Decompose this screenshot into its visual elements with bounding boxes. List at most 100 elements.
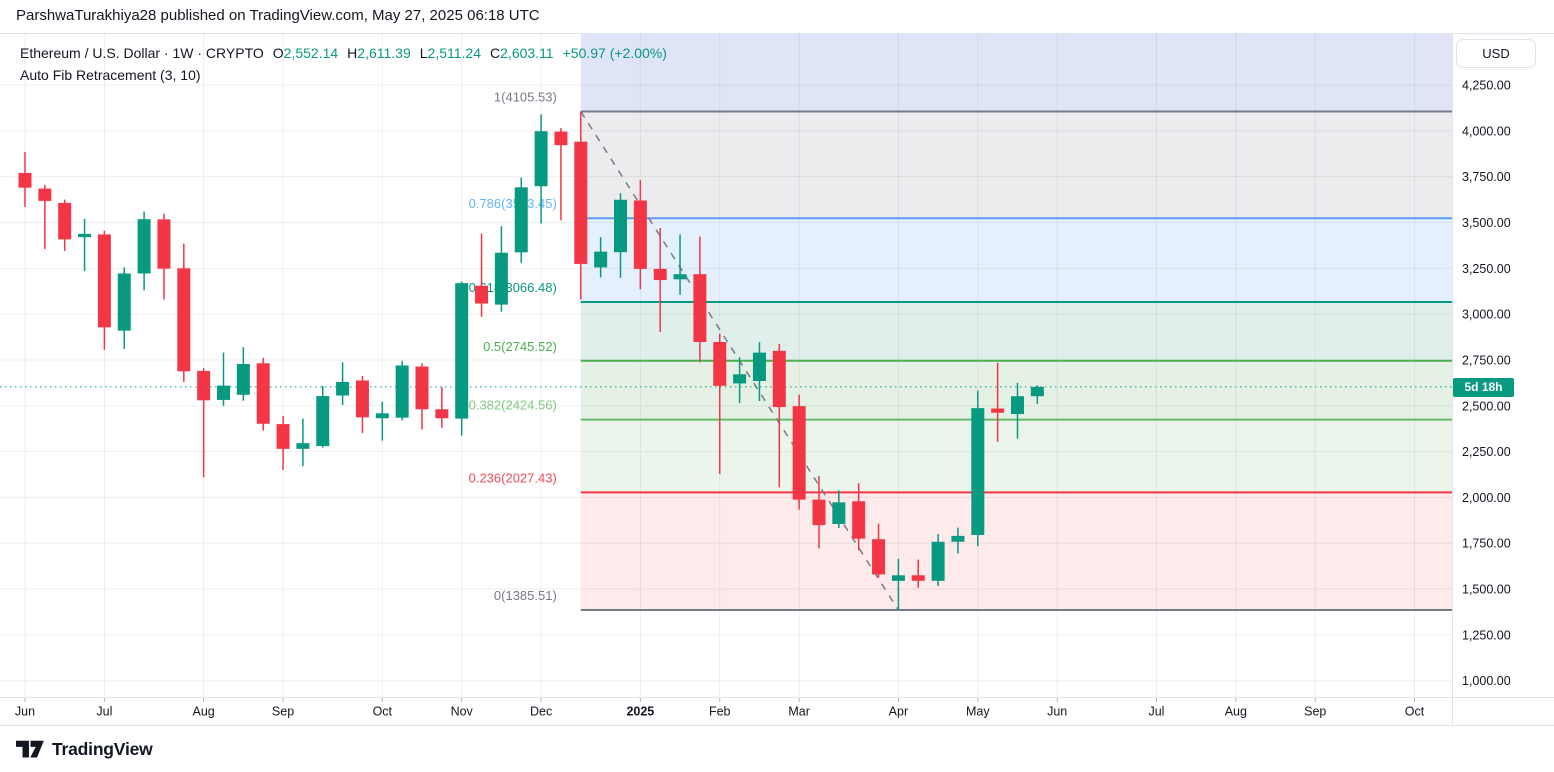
- candlestick-series: [18, 111, 1044, 611]
- open-label: O: [272, 45, 284, 61]
- low-label: L: [419, 45, 428, 61]
- candle-body: [276, 424, 290, 449]
- candle-body: [514, 187, 528, 253]
- candle: [971, 390, 985, 547]
- candle: [276, 415, 290, 470]
- candle-body: [117, 273, 131, 331]
- candle: [792, 394, 806, 510]
- time-tick-label: Mar: [788, 705, 810, 719]
- candle: [733, 357, 747, 404]
- price-tick-label: 3,250.00: [1462, 262, 1511, 276]
- legend-low: L2,511.24: [420, 43, 481, 64]
- candle-body: [693, 274, 707, 342]
- time-tick-label: Dec: [530, 705, 552, 719]
- candle: [713, 333, 727, 475]
- candle-body: [673, 274, 687, 280]
- candle: [455, 281, 469, 436]
- candle-body: [554, 131, 568, 146]
- candle-body: [772, 350, 786, 408]
- candle: [395, 360, 409, 421]
- bar-countdown-badge[interactable]: 5d 18h: [1453, 377, 1514, 397]
- candle: [633, 179, 647, 290]
- candle-body: [574, 141, 588, 264]
- candle-body: [157, 219, 171, 269]
- candle: [236, 347, 250, 401]
- candle-body: [296, 443, 310, 449]
- candle: [673, 234, 687, 295]
- candle-body: [911, 575, 925, 581]
- candle: [872, 523, 886, 578]
- time-tick-label: Jun: [1047, 705, 1067, 719]
- footer-separator: [0, 725, 1554, 726]
- candle-body: [355, 380, 369, 418]
- candle-body: [713, 341, 727, 386]
- candle-body: [852, 501, 866, 539]
- candle: [157, 213, 171, 300]
- candle: [812, 475, 826, 549]
- time-tick-label: Jul: [1148, 705, 1164, 719]
- candle-body: [18, 173, 32, 188]
- candle: [137, 211, 151, 291]
- time-tick-label: Jul: [96, 705, 112, 719]
- candle-body: [197, 370, 211, 401]
- price-tick-label: 2,750.00: [1462, 353, 1511, 367]
- time-tick-label: Apr: [889, 705, 908, 719]
- indicator-label: Auto Fib Retracement (3, 10): [20, 67, 201, 83]
- candle: [574, 111, 588, 300]
- candle-body: [792, 406, 806, 500]
- legend-close: C2,603.11: [490, 43, 554, 64]
- candle-body: [177, 268, 191, 372]
- price-scale-labels[interactable]: 4,250.00 4,000.00 3,750.00 3,500.00 3,250.00…: [1462, 79, 1511, 689]
- legend-open: O2,552.14: [273, 43, 338, 64]
- fib-level-label: 0.382(2424.56): [469, 398, 557, 413]
- candle: [97, 230, 111, 350]
- fib-level-label: 1(4105.53): [494, 90, 557, 105]
- candle: [197, 368, 211, 478]
- candle-body: [1011, 396, 1024, 415]
- candle-body: [494, 252, 508, 305]
- candle-body: [534, 131, 548, 187]
- candle-body: [137, 219, 151, 274]
- price-tick-label: 2,250.00: [1462, 445, 1511, 459]
- price-tick-label: 2,500.00: [1462, 399, 1511, 413]
- price-tick-label: 1,250.00: [1462, 628, 1511, 642]
- candle: [991, 362, 1005, 442]
- time-tick-label: May: [966, 705, 990, 719]
- candle: [693, 236, 707, 363]
- candle-body: [614, 199, 627, 253]
- tradingview-logo-text: TradingView: [52, 739, 153, 759]
- candle-body: [594, 251, 608, 268]
- attribution-text: ParshwaTurakhiya28 published on TradingV…: [16, 7, 540, 24]
- tradingview-logo[interactable]: TradingView: [16, 738, 153, 761]
- candle: [534, 114, 548, 224]
- candle-body: [971, 408, 985, 535]
- candle-body: [752, 352, 766, 382]
- time-tick-label: Jun: [15, 705, 35, 719]
- candle-body: [217, 385, 230, 400]
- candle: [514, 177, 528, 263]
- candle-body: [58, 202, 72, 240]
- candle: [375, 401, 389, 441]
- time-tick-label: 2025: [626, 705, 654, 719]
- price-tick-label: 1,500.00: [1462, 583, 1511, 597]
- candle: [891, 558, 905, 611]
- candle: [594, 237, 608, 278]
- time-scale-labels[interactable]: Jun Jul Aug Sep Oct Nov Dec 2025 Feb Mar Apr May Jun…: [15, 697, 1425, 719]
- currency-usd-button[interactable]: USD: [1456, 39, 1536, 68]
- candle-body: [812, 499, 826, 526]
- candle: [931, 534, 945, 586]
- candle: [256, 357, 270, 431]
- candle-body: [951, 535, 965, 542]
- candle: [653, 228, 667, 332]
- candle-body: [395, 365, 409, 418]
- price-tick-label: 4,250.00: [1462, 79, 1511, 93]
- candle: [415, 363, 429, 430]
- legend-high: H2,611.39: [347, 43, 411, 64]
- candle: [58, 199, 72, 251]
- fib-level-label: 0(1385.51): [494, 588, 557, 603]
- fib-level-label: 0.786(3523.45): [469, 196, 557, 211]
- candle-body: [475, 285, 489, 304]
- time-tick-label: Feb: [709, 705, 731, 719]
- price-tick-label: 2,000.00: [1462, 491, 1511, 505]
